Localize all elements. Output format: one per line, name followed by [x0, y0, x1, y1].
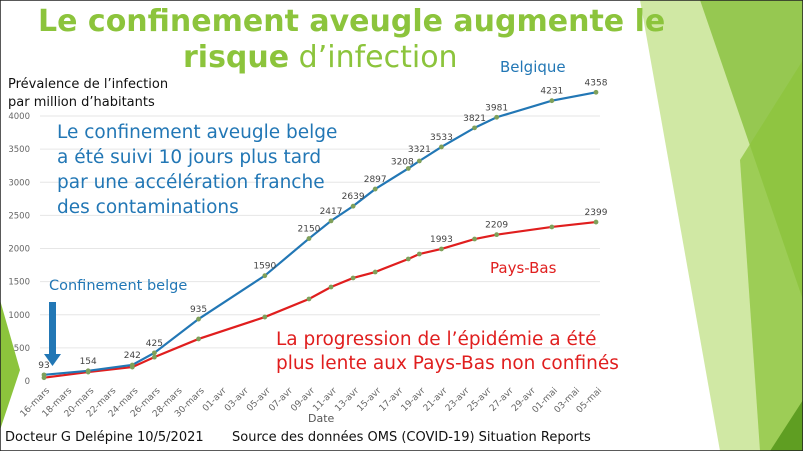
green-decor-corner	[770, 400, 803, 451]
netherlands-annotation: La progression de l’épidémie a été plus …	[276, 328, 619, 376]
annotation-line: des contaminations	[57, 197, 239, 218]
annotation-line: a été suivi 10 jours plus tard	[57, 147, 322, 168]
green-decor-left	[0, 300, 20, 430]
lockdown-arrow-head-icon	[44, 354, 61, 366]
data-label: 3821	[463, 114, 486, 124]
footer-source: Source des données OMS (COVID-19) Situat…	[232, 430, 591, 445]
y-tick-label: 2000	[8, 245, 30, 255]
data-point	[328, 284, 334, 290]
title-rest: d’infection	[289, 40, 458, 75]
annotation-line: Le confinement aveugle belge	[57, 122, 338, 143]
data-point	[416, 158, 422, 164]
data-point	[350, 203, 356, 209]
y-tick-label: 500	[14, 344, 30, 354]
data-point	[439, 246, 444, 252]
data-label: 2209	[485, 221, 508, 231]
data-label: 154	[80, 357, 97, 367]
data-point	[549, 224, 555, 230]
annotation-line: par une accélération franche	[57, 172, 325, 193]
data-point	[593, 89, 599, 95]
slide-title-line1: Le confinement aveugle augmente le	[38, 4, 666, 39]
data-label: 4231	[540, 87, 563, 97]
x-axis-title: Date	[308, 412, 335, 425]
data-point	[306, 236, 312, 241]
y-axis-title: Prévalence de l’infection par million d’…	[8, 76, 168, 112]
y-tick-label: 2500	[8, 211, 30, 221]
data-label: 2897	[364, 175, 387, 185]
data-point	[494, 114, 500, 120]
lockdown-arrow-icon	[49, 302, 56, 354]
data-point	[196, 336, 201, 342]
data-label: 2150	[298, 225, 321, 235]
data-label: 3321	[408, 145, 431, 155]
data-point	[372, 186, 378, 192]
y-tick-label: 3500	[8, 145, 30, 155]
data-point	[372, 269, 378, 275]
data-point	[350, 275, 356, 281]
y-axis-title-line: par million d’habitants	[8, 95, 155, 110]
data-point	[593, 219, 599, 225]
lockdown-label: Confinement belge	[49, 278, 188, 294]
footer-author: Docteur G Delépine 10/5/2021	[5, 430, 204, 445]
data-point	[262, 273, 268, 279]
data-label: 3533	[430, 133, 453, 143]
y-tick-label: 3000	[8, 178, 30, 188]
data-point	[328, 218, 334, 224]
data-label: 93	[38, 361, 49, 371]
green-decor-right-bottom	[740, 60, 803, 451]
y-tick-label: 1500	[8, 278, 30, 288]
data-label: 1590	[253, 262, 276, 272]
data-label: 2639	[342, 192, 365, 202]
data-point	[405, 256, 411, 262]
data-label: 4358	[585, 78, 608, 88]
y-tick-label: 1000	[8, 311, 30, 321]
data-point	[405, 166, 411, 171]
data-point	[494, 232, 500, 238]
data-point	[41, 375, 47, 381]
y-tick-label: 4000	[8, 112, 30, 122]
data-point	[262, 314, 268, 320]
belgium-annotation: Le confinement aveugle belge a été suivi…	[57, 120, 337, 220]
data-point	[306, 296, 312, 302]
data-point	[472, 125, 477, 131]
slide-title-line2: risque d’infection	[183, 40, 458, 75]
y-tick-label: 0	[25, 377, 30, 387]
data-point	[416, 251, 422, 257]
y-axis-title-line: Prévalence de l’infection	[8, 77, 169, 92]
data-point	[439, 144, 444, 150]
annotation-line: plus lente aux Pays-Bas non confinés	[276, 353, 619, 374]
annotation-line: La progression de l’épidémie a été	[276, 329, 597, 350]
title-bold-word: risque	[183, 40, 290, 75]
data-point	[152, 350, 157, 356]
data-label: 242	[124, 351, 141, 361]
data-label: 3981	[485, 103, 508, 113]
data-point	[196, 316, 201, 322]
data-label: 935	[190, 305, 207, 315]
data-point	[129, 364, 135, 370]
legend-belgique: Belgique	[500, 58, 566, 76]
data-point	[549, 98, 555, 104]
data-point	[85, 369, 91, 375]
legend-pays-bas: Pays-Bas	[490, 259, 557, 277]
data-label: 1993	[430, 235, 453, 245]
data-label: 2417	[320, 207, 343, 217]
data-point	[152, 354, 157, 360]
data-label: 3208	[391, 157, 414, 167]
data-label: 425	[146, 339, 163, 349]
data-point	[472, 236, 477, 242]
data-label: 2399	[585, 208, 608, 218]
